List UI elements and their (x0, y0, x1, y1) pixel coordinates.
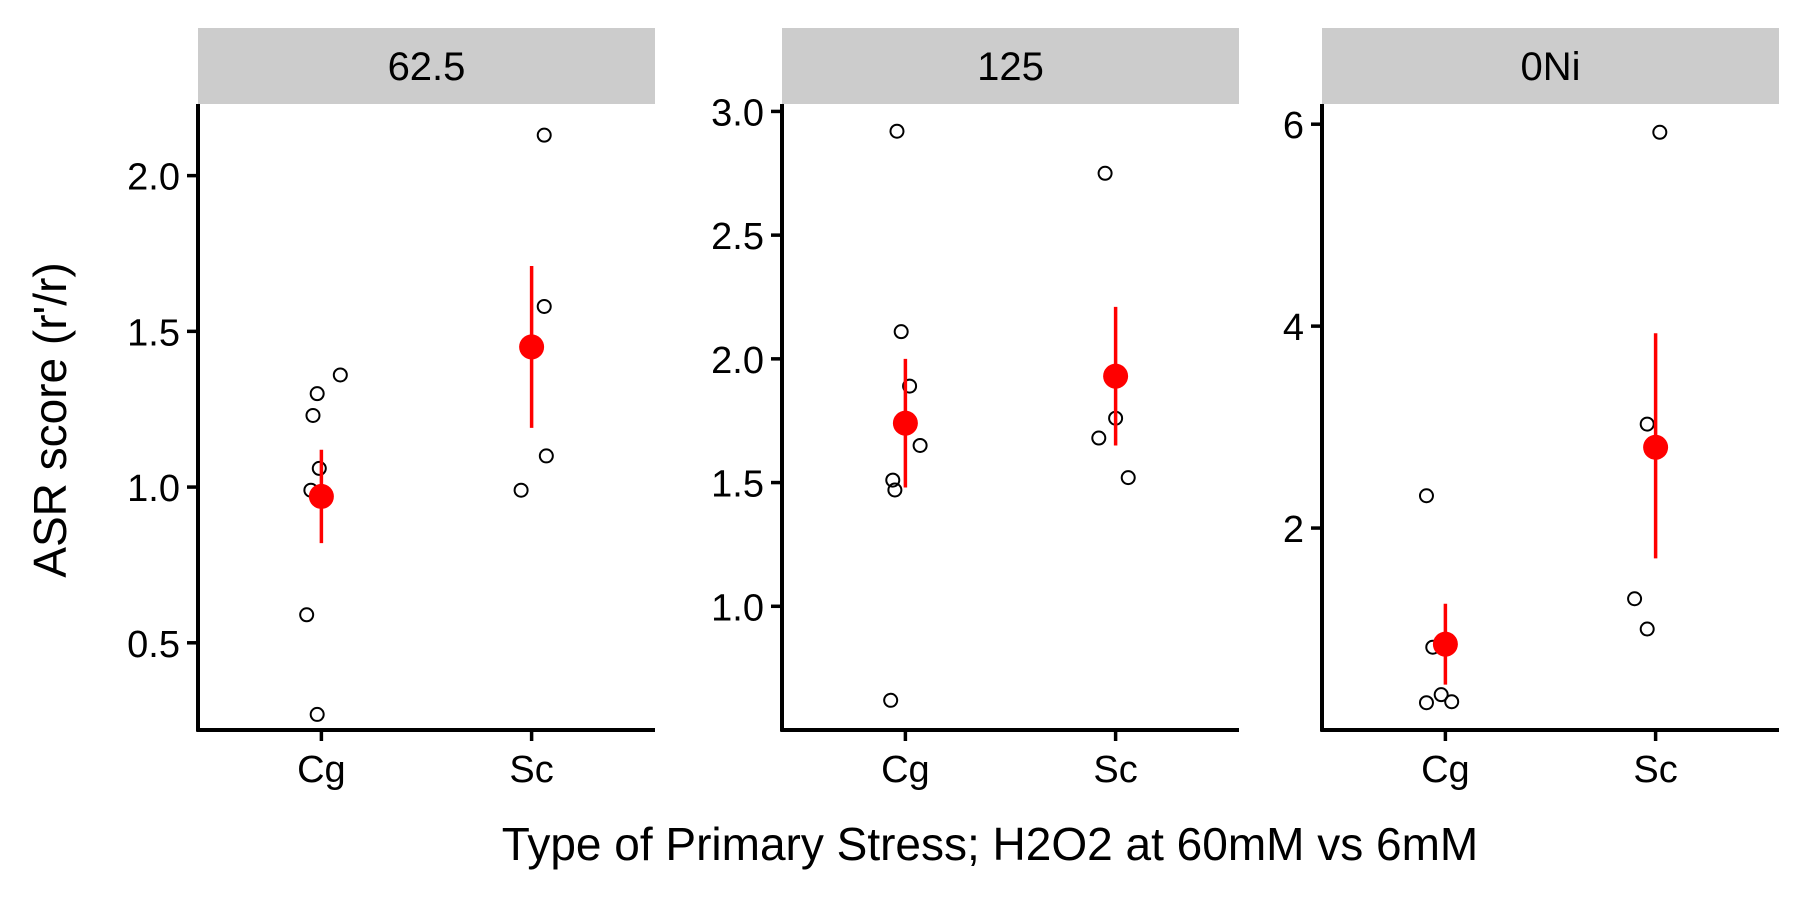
y-tick-label: 3.0 (711, 92, 764, 134)
data-point (1091, 430, 1107, 446)
data-point (889, 123, 905, 139)
y-tick-label: 2 (1283, 509, 1304, 551)
data-point (1418, 488, 1434, 504)
data-point (912, 437, 928, 453)
data-point (1444, 694, 1460, 710)
mean-point (1432, 631, 1458, 657)
y-tick-label: 2.0 (127, 157, 180, 199)
mean-point (1103, 363, 1129, 389)
facet-strip (782, 28, 1239, 104)
facet-2: 0Ni 2 4 6 Cg Sc (1283, 28, 1779, 791)
mean-point (308, 483, 334, 509)
data-point (309, 386, 325, 402)
y-tick-label: 2.0 (711, 340, 764, 382)
facet-1: 125 1.0 1.5 2.0 2.5 3.0 Cg Sc (711, 28, 1239, 791)
y-tick-label: 6 (1283, 105, 1304, 147)
data-point (536, 298, 552, 314)
data-point (1639, 621, 1655, 637)
facet-strip (198, 28, 655, 104)
x-tick-label: Cg (1421, 749, 1470, 791)
facet-strip-label: 62.5 (388, 45, 466, 89)
data-point (883, 692, 899, 708)
data-point (1433, 687, 1449, 703)
facet-strip (1322, 28, 1779, 104)
data-point (885, 472, 901, 488)
facet-0: 62.5 0.5 1.0 1.5 2.0 Cg Sc (127, 28, 655, 791)
y-axis-label: ASR score (r'/r) (24, 262, 76, 577)
x-tick-label: Sc (1633, 749, 1677, 791)
y-tick-label: 2.5 (711, 216, 764, 258)
x-tick-label: Cg (881, 749, 930, 791)
data-point (1418, 695, 1434, 711)
facet-strip-label: 125 (977, 45, 1044, 89)
y-tick-label: 1.0 (127, 468, 180, 510)
data-point (299, 607, 315, 623)
data-point (1120, 470, 1136, 486)
data-point (513, 482, 529, 498)
data-point (1652, 124, 1668, 140)
facets-layer: 62.5 0.5 1.0 1.5 2.0 Cg Sc 125 1.0 1.5 2.0 2.5 3.0 Cg… (127, 28, 1779, 791)
y-tick-label: 1.0 (711, 587, 764, 629)
x-tick-label: Sc (509, 749, 553, 791)
data-point (1639, 416, 1655, 432)
data-point (536, 127, 552, 143)
data-point (309, 706, 325, 722)
data-point (1627, 591, 1643, 607)
data-point (902, 378, 918, 394)
y-tick-label: 1.5 (127, 312, 180, 354)
mean-point (1643, 434, 1669, 460)
y-tick-label: 0.5 (127, 624, 180, 666)
data-point (538, 448, 554, 464)
data-point (311, 460, 327, 476)
mean-point (519, 334, 545, 360)
data-point (893, 324, 909, 340)
data-point (1097, 165, 1113, 181)
mean-point (892, 410, 918, 436)
y-tick-label: 4 (1283, 307, 1304, 349)
x-axis-label: Type of Primary Stress; H2O2 at 60mM vs … (502, 818, 1478, 870)
y-tick-label: 1.5 (711, 464, 764, 506)
data-point (887, 482, 903, 498)
data-point (332, 367, 348, 383)
facet-strip-label: 0Ni (1520, 45, 1580, 89)
x-tick-label: Cg (297, 749, 346, 791)
x-tick-label: Sc (1093, 749, 1137, 791)
data-point (305, 407, 321, 423)
